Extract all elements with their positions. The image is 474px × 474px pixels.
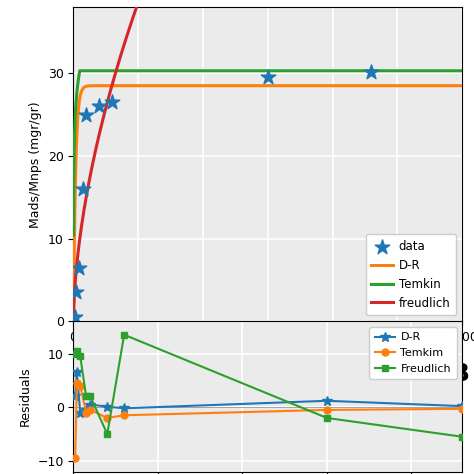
Line: Temkim: Temkim: [72, 380, 465, 462]
Temkim: [459, 406, 465, 412]
Freudlich: [83, 393, 89, 399]
D-R: [77, 410, 83, 415]
D-R: [73, 393, 78, 399]
Temkim: [83, 410, 89, 415]
Temkin: [361, 68, 366, 73]
D-R: [323, 83, 329, 89]
Legend: data, D-R, Temkin, freudlich: data, D-R, Temkin, freudlich: [365, 234, 456, 315]
Temkin: [77, 68, 82, 73]
D-R: [83, 407, 89, 413]
Y-axis label: Mads/Mnps (mgr/gr): Mads/Mnps (mgr/gr): [29, 101, 42, 228]
Line: D-R: D-R: [73, 86, 462, 314]
Temkim: [324, 407, 330, 413]
Legend: D-R, Temkim, Freudlich: D-R, Temkim, Freudlich: [369, 327, 456, 379]
D-R: [152, 83, 157, 89]
Freudlich: [324, 415, 330, 421]
D-R: [121, 405, 127, 411]
Temkin: [141, 68, 147, 73]
data: [368, 68, 375, 75]
data: [72, 289, 80, 296]
data: [96, 102, 103, 110]
Temkin: [323, 68, 329, 73]
data: [109, 99, 116, 106]
data: [75, 264, 82, 272]
Temkim: [104, 415, 110, 421]
Temkin: [459, 68, 465, 73]
data: [82, 111, 90, 118]
Temkim: [74, 380, 80, 386]
freudlich: [71, 313, 76, 319]
Freudlich: [88, 393, 93, 399]
data: [71, 313, 79, 321]
D-R: [141, 83, 147, 89]
Freudlich: [74, 348, 80, 354]
D-R: [71, 311, 76, 317]
D-R: [104, 404, 110, 410]
Freudlich: [121, 332, 127, 337]
Freudlich: [73, 351, 78, 356]
Line: Freudlich: Freudlich: [72, 331, 465, 440]
Temkim: [121, 412, 127, 418]
Temkim: [73, 456, 78, 461]
Temkim: [77, 383, 83, 389]
Text: B: B: [450, 362, 469, 386]
Y-axis label: Residuals: Residuals: [19, 367, 32, 426]
Temkin: [390, 68, 396, 73]
D-R: [324, 398, 330, 404]
D-R: [88, 401, 93, 407]
data: [264, 73, 272, 81]
Temkim: [88, 407, 93, 413]
D-R: [390, 83, 396, 89]
Text: Concentration Eq. (ppm): Concentration Eq. (ppm): [150, 362, 339, 377]
D-R: [74, 370, 80, 375]
Line: D-R: D-R: [70, 367, 467, 418]
D-R: [304, 83, 310, 89]
D-R: [219, 83, 225, 89]
Temkin: [71, 232, 76, 238]
D-R: [459, 403, 465, 409]
D-R: [361, 83, 366, 89]
Freudlich: [459, 434, 465, 439]
Line: Temkin: Temkin: [73, 71, 462, 235]
Line: freudlich: freudlich: [73, 0, 462, 316]
Temkin: [304, 68, 310, 73]
Temkin: [219, 68, 225, 73]
D-R: [459, 83, 465, 89]
data: [79, 185, 87, 193]
Freudlich: [77, 354, 83, 359]
Freudlich: [104, 431, 110, 437]
